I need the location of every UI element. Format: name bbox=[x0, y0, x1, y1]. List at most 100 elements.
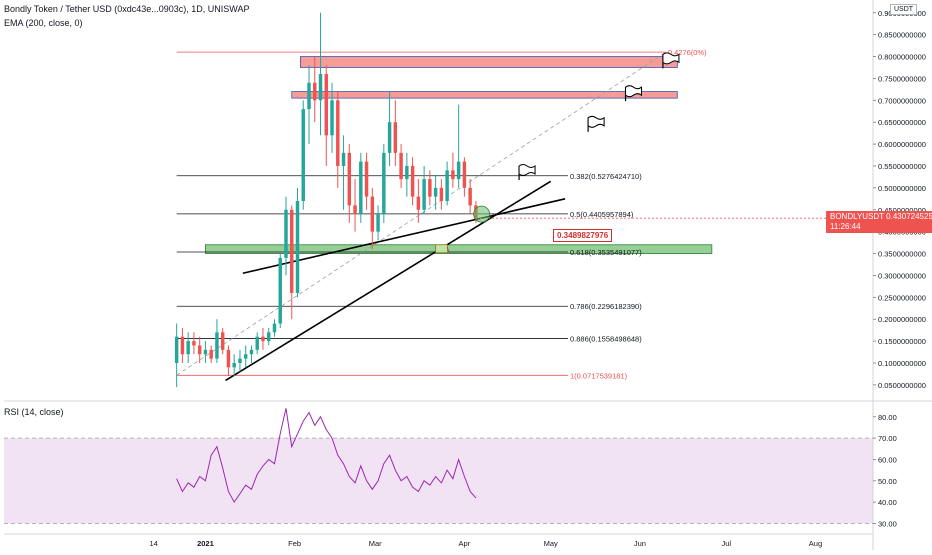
flag-icon-2 bbox=[625, 85, 643, 98]
candle-body bbox=[353, 205, 357, 215]
candle-body bbox=[192, 341, 196, 346]
rsi-tick-label: 70.00 bbox=[878, 434, 897, 443]
callout-flag-icon bbox=[435, 244, 449, 254]
candle-body bbox=[405, 165, 409, 180]
rsi-indicator-label[interactable]: RSI (14, close) bbox=[4, 407, 64, 417]
candle-body bbox=[267, 332, 271, 342]
currency-badge[interactable]: USDT bbox=[890, 4, 918, 15]
fib-label-3: 0.786(0.2296182390) bbox=[570, 302, 642, 311]
fib-label-4: 0.886(0.1558498648) bbox=[570, 335, 642, 344]
zone-red-0 bbox=[299, 56, 678, 68]
candle-body bbox=[324, 74, 329, 136]
candle-body bbox=[186, 341, 190, 355]
candle-body bbox=[301, 109, 305, 201]
candle-body bbox=[318, 74, 323, 101]
fib-label-0: 0.382(0.5276424710) bbox=[570, 172, 642, 181]
trendline-0 bbox=[225, 180, 552, 382]
intersection-marker bbox=[473, 205, 491, 223]
last-price-tag: BONDLYUSDT 0.4307245255 11:26:44 bbox=[826, 211, 932, 233]
price-tick-label: 0.3000000000 bbox=[878, 271, 926, 280]
candle-body bbox=[336, 100, 340, 166]
candle-body bbox=[261, 336, 265, 342]
time-tick-label: Apr bbox=[459, 539, 471, 548]
candle-body bbox=[226, 349, 231, 368]
candle-body bbox=[445, 170, 449, 201]
candle-body bbox=[197, 345, 202, 355]
time-tick-label: 2021 bbox=[197, 539, 214, 548]
rsi-tick-label: 30.00 bbox=[878, 519, 897, 528]
fib-label-2: 0.618(0.3535491077) bbox=[570, 248, 642, 257]
time-tick-label: Feb bbox=[288, 539, 301, 548]
candle-body bbox=[341, 152, 346, 166]
candle-body bbox=[393, 122, 398, 153]
price-tag-symbol: BONDLYUSDT bbox=[830, 212, 884, 221]
candle-body bbox=[387, 122, 392, 153]
price-tick-label: 0.2500000000 bbox=[878, 293, 926, 302]
rsi-tick-label: 80.00 bbox=[878, 413, 897, 422]
time-tick-label: Jun bbox=[634, 539, 646, 548]
candle-body bbox=[433, 187, 438, 197]
candle-body bbox=[232, 362, 236, 368]
candle-body bbox=[382, 152, 386, 215]
candle-body bbox=[439, 187, 444, 201]
zone-red-1 bbox=[291, 91, 678, 99]
candle-body bbox=[347, 152, 352, 206]
candle-body bbox=[428, 179, 432, 197]
candle-body bbox=[272, 323, 277, 333]
candle-body bbox=[376, 214, 380, 232]
symbol-title: Bondly Token / Tether USD (0xdc43e...090… bbox=[4, 4, 250, 14]
rsi-line bbox=[176, 408, 477, 504]
price-tick-label: 0.8500000000 bbox=[878, 31, 926, 40]
candle-body bbox=[462, 161, 467, 188]
candle-body bbox=[451, 170, 455, 180]
candle-body bbox=[399, 152, 403, 180]
candle-body bbox=[249, 349, 254, 355]
price-tick-label: 0.3500000000 bbox=[878, 250, 926, 259]
price-tick-label: 0.1500000000 bbox=[878, 337, 926, 346]
price-callout: 0.3489827976 bbox=[553, 229, 613, 242]
fib-label-6: 0.4276(0%) bbox=[668, 48, 707, 57]
price-tag-countdown: 11:26:44 bbox=[830, 222, 861, 231]
zone-green-2 bbox=[205, 244, 713, 254]
candle-body bbox=[209, 349, 213, 359]
price-tick-label: 0.6000000000 bbox=[878, 140, 926, 149]
rsi-tick-label: 50.00 bbox=[878, 477, 897, 486]
candle-body bbox=[238, 358, 242, 363]
price-tag-price: 0.4307245255 bbox=[886, 212, 932, 221]
price-tick-label: 0.2000000000 bbox=[878, 315, 926, 324]
price-tick-label: 0.7000000000 bbox=[878, 96, 926, 105]
time-tick-label: Jul bbox=[721, 539, 731, 548]
time-tick-label: May bbox=[544, 539, 558, 548]
time-tick-label: 14 bbox=[149, 539, 157, 548]
candle-body bbox=[456, 161, 461, 180]
price-tick-label: 0.0500000000 bbox=[878, 381, 926, 390]
flag-icon-1 bbox=[587, 115, 605, 128]
candle-body bbox=[422, 179, 426, 210]
candle-body bbox=[359, 161, 363, 215]
flag-icon-3 bbox=[662, 52, 680, 65]
candle-body bbox=[284, 209, 288, 258]
candle-body bbox=[220, 332, 225, 350]
time-tick-label: Aug bbox=[809, 539, 822, 548]
price-tick-label: 0.6500000000 bbox=[878, 118, 926, 127]
candle-body bbox=[215, 332, 219, 359]
ema-indicator-label[interactable]: EMA (200, close, 0) bbox=[4, 18, 83, 28]
price-tick-label: 0.4500000000 bbox=[878, 206, 926, 215]
candle-body bbox=[364, 161, 369, 197]
rsi-tick-label: 40.00 bbox=[878, 498, 897, 507]
price-tick-label: 0.7500000000 bbox=[878, 74, 926, 83]
candle-body bbox=[468, 187, 472, 206]
candle-body bbox=[180, 336, 185, 355]
candle-body bbox=[278, 257, 282, 324]
price-tick-label: 0.5000000000 bbox=[878, 184, 926, 193]
candle-body bbox=[295, 201, 300, 293]
price-tick-label: 0.5500000000 bbox=[878, 162, 926, 171]
candle-body bbox=[174, 336, 179, 363]
fib-label-5: 1(0.0717539181) bbox=[570, 371, 628, 380]
flag-icon-0 bbox=[518, 163, 536, 176]
candle-body bbox=[313, 82, 317, 101]
callout-pointer bbox=[446, 246, 450, 254]
candle-body bbox=[410, 165, 415, 197]
